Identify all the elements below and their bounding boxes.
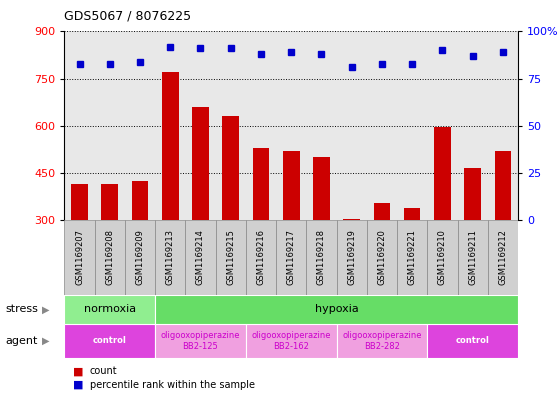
Bar bbox=[306, 220, 337, 295]
Bar bbox=[155, 324, 246, 358]
Text: GDS5067 / 8076225: GDS5067 / 8076225 bbox=[64, 9, 192, 22]
Text: ■: ■ bbox=[73, 366, 83, 376]
Bar bbox=[216, 220, 246, 295]
Bar bbox=[185, 220, 216, 295]
Text: GSM1169221: GSM1169221 bbox=[408, 230, 417, 285]
Bar bbox=[64, 220, 95, 295]
Bar bbox=[313, 157, 330, 220]
Bar bbox=[246, 220, 276, 295]
Bar bbox=[464, 168, 481, 220]
Bar bbox=[101, 184, 118, 220]
Text: stress: stress bbox=[6, 305, 39, 314]
Bar bbox=[162, 72, 179, 220]
Bar bbox=[132, 181, 148, 220]
Text: oligooxopiperazine
BB2-125: oligooxopiperazine BB2-125 bbox=[161, 331, 240, 351]
Text: GSM1169212: GSM1169212 bbox=[498, 230, 507, 285]
Text: GSM1169214: GSM1169214 bbox=[196, 230, 205, 285]
Text: control: control bbox=[93, 336, 127, 345]
Bar bbox=[276, 220, 306, 295]
Text: GSM1169217: GSM1169217 bbox=[287, 230, 296, 285]
Bar bbox=[427, 220, 458, 295]
Text: percentile rank within the sample: percentile rank within the sample bbox=[90, 380, 255, 390]
Bar bbox=[397, 220, 427, 295]
Bar bbox=[222, 116, 239, 220]
Bar bbox=[404, 208, 421, 220]
Text: GSM1169213: GSM1169213 bbox=[166, 230, 175, 285]
Text: GSM1169207: GSM1169207 bbox=[75, 230, 84, 285]
Text: oligooxopiperazine
BB2-282: oligooxopiperazine BB2-282 bbox=[342, 331, 422, 351]
Bar bbox=[488, 220, 518, 295]
Bar bbox=[155, 220, 185, 295]
Text: GSM1169211: GSM1169211 bbox=[468, 230, 477, 285]
Bar bbox=[374, 203, 390, 220]
Bar bbox=[427, 324, 518, 358]
Text: oligooxopiperazine
BB2-162: oligooxopiperazine BB2-162 bbox=[251, 331, 331, 351]
Bar bbox=[64, 324, 155, 358]
Text: GSM1169208: GSM1169208 bbox=[105, 230, 114, 285]
Bar bbox=[246, 324, 337, 358]
Bar bbox=[125, 220, 155, 295]
Bar bbox=[458, 220, 488, 295]
Bar bbox=[494, 151, 511, 220]
Bar bbox=[283, 151, 300, 220]
Bar bbox=[64, 295, 155, 324]
Text: GSM1169218: GSM1169218 bbox=[317, 230, 326, 285]
Text: ▶: ▶ bbox=[42, 305, 49, 314]
Text: GSM1169219: GSM1169219 bbox=[347, 230, 356, 285]
Text: GSM1169216: GSM1169216 bbox=[256, 230, 265, 285]
Text: count: count bbox=[90, 366, 117, 376]
Text: GSM1169209: GSM1169209 bbox=[136, 230, 144, 285]
Text: ▶: ▶ bbox=[42, 336, 49, 346]
Text: normoxia: normoxia bbox=[83, 305, 136, 314]
Bar bbox=[71, 184, 88, 220]
Bar bbox=[337, 324, 427, 358]
Text: hypoxia: hypoxia bbox=[315, 305, 358, 314]
Bar bbox=[337, 220, 367, 295]
Bar bbox=[95, 220, 125, 295]
Bar bbox=[434, 127, 451, 220]
Bar bbox=[155, 295, 518, 324]
Text: control: control bbox=[456, 336, 489, 345]
Text: agent: agent bbox=[6, 336, 38, 346]
Bar bbox=[192, 107, 209, 220]
Text: GSM1169210: GSM1169210 bbox=[438, 230, 447, 285]
Bar bbox=[253, 148, 269, 220]
Text: GSM1169220: GSM1169220 bbox=[377, 230, 386, 285]
Bar bbox=[343, 219, 360, 220]
Bar bbox=[367, 220, 397, 295]
Text: ■: ■ bbox=[73, 380, 83, 390]
Text: GSM1169215: GSM1169215 bbox=[226, 230, 235, 285]
